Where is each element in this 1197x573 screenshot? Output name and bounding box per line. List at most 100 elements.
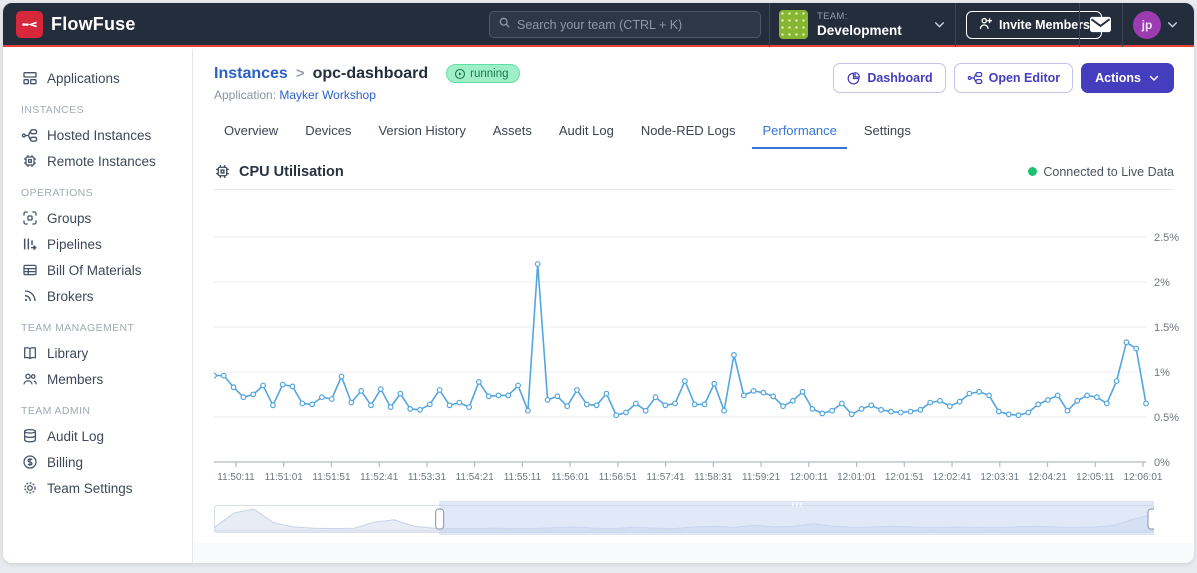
notifications-mail-icon[interactable] [1089, 14, 1112, 40]
chevron-down-icon[interactable] [1166, 18, 1179, 36]
sidebar-item-remote-instances[interactable]: Remote Instances [21, 148, 192, 174]
sidebar-item-groups[interactable]: Groups [21, 205, 192, 231]
status-badge: running [446, 64, 520, 83]
sidebar-section-team-admin: TEAM ADMIN [21, 405, 91, 417]
team-selector[interactable]: TEAM: Development [779, 10, 902, 39]
tab-settings[interactable]: Settings [863, 123, 911, 138]
breadcrumb: Instances > opc-dashboard running [214, 64, 1174, 83]
brush-grip-icon[interactable] [791, 503, 794, 506]
instance-actions: Dashboard Open Editor Actions [833, 63, 1174, 93]
remote-instances-icon [21, 153, 38, 169]
svg-text:11:57:41: 11:57:41 [647, 472, 686, 483]
cpu-section-title: CPU Utilisation [239, 163, 344, 180]
brush-grip-icon[interactable] [795, 503, 798, 506]
brush-selection[interactable] [439, 500, 1155, 536]
svg-text:11:52:41: 11:52:41 [360, 472, 399, 483]
svg-text:12:02:41: 12:02:41 [933, 472, 972, 483]
svg-text:11:53:31: 11:53:31 [408, 472, 447, 483]
sidebar-item-label: Brokers [47, 288, 94, 304]
time-range-brush[interactable] [213, 500, 1157, 540]
tab-assets[interactable]: Assets [492, 123, 532, 138]
search-icon [498, 16, 511, 34]
user-avatar[interactable]: jp [1133, 11, 1161, 39]
svg-text:1.5%: 1.5% [1154, 322, 1179, 334]
open-editor-button[interactable]: Open Editor [953, 63, 1074, 93]
brush-handle[interactable] [435, 508, 445, 530]
application-row: Application: Mayker Workshop [214, 88, 1174, 102]
svg-text:11:56:01: 11:56:01 [551, 472, 590, 483]
svg-text:11:50:11: 11:50:11 [217, 472, 255, 483]
sidebar-item-bill-of-materials[interactable]: Bill Of Materials [21, 257, 192, 283]
sidebar-item-label: Library [47, 345, 89, 361]
brush-grip-icon[interactable] [799, 503, 802, 506]
svg-text:11:59:21: 11:59:21 [742, 472, 781, 483]
hosted-instances-icon [21, 127, 38, 144]
sidebar-item-hosted-instances[interactable]: Hosted Instances [21, 122, 192, 148]
svg-text:0.5%: 0.5% [1154, 412, 1179, 424]
sidebar-item-label: Members [47, 371, 104, 387]
user-plus-icon [978, 16, 993, 34]
dashboard-button[interactable]: Dashboard [833, 63, 946, 93]
gear-icon [21, 480, 38, 496]
live-status: Connected to Live Data [1028, 165, 1174, 179]
sidebar-item-label: Bill Of Materials [47, 262, 142, 278]
svg-text:0%: 0% [1154, 457, 1170, 469]
tab-devices[interactable]: Devices [305, 123, 352, 138]
sidebar-item-applications[interactable]: Applications [21, 65, 192, 91]
svg-text:11:56:51: 11:56:51 [599, 472, 638, 483]
sidebar-item-audit-log[interactable]: Audit Log [21, 423, 192, 449]
svg-text:11:58:31: 11:58:31 [694, 472, 733, 483]
team-avatar [779, 10, 808, 39]
sidebar-item-brokers[interactable]: Brokers [21, 283, 192, 309]
cpu-chart-svg: 0% 0.5% 1% 1.5% 2% 2.5% 11:50:11 11:51:01 11:51:… [211, 232, 1179, 483]
brush-handle[interactable] [1147, 508, 1157, 530]
chevron-down-icon [1148, 72, 1160, 84]
sidebar-item-label: Team Settings [47, 480, 133, 496]
applications-icon [21, 70, 38, 86]
search-input[interactable] [517, 17, 752, 32]
app-window: FlowFuse TEAM: Development Invite Member… [3, 3, 1194, 563]
application-link[interactable]: Mayker Workshop [279, 88, 376, 102]
sidebar-section-team-management: TEAM MANAGEMENT [21, 322, 135, 334]
sidebar-item-label: Applications [47, 70, 120, 86]
svg-text:1%: 1% [1154, 367, 1170, 379]
chevron-down-icon[interactable] [933, 18, 946, 36]
sidebar: Applications INSTANCES Hosted Instances … [3, 49, 193, 563]
tab-overview[interactable]: Overview [224, 123, 279, 138]
actions-button[interactable]: Actions [1081, 63, 1174, 93]
invite-members-button[interactable]: Invite Members [966, 11, 1103, 39]
svg-text:11:51:01: 11:51:01 [265, 472, 304, 483]
sidebar-section-operations: OPERATIONS [21, 187, 94, 199]
live-dot-icon [1028, 167, 1038, 176]
tab-performance[interactable]: Performance [752, 117, 847, 149]
svg-text:11:51:51: 11:51:51 [312, 472, 351, 483]
sidebar-item-members[interactable]: Members [21, 366, 192, 392]
tab-node-red-logs[interactable]: Node-RED Logs [640, 123, 736, 138]
tab-audit-log[interactable]: Audit Log [558, 123, 614, 138]
sidebar-item-team-settings[interactable]: Team Settings [21, 475, 192, 501]
svg-text:12:00:11: 12:00:11 [790, 472, 829, 483]
bill-of-materials-icon [21, 262, 38, 278]
svg-text:12:04:21: 12:04:21 [1028, 472, 1067, 483]
page-title: opc-dashboard [312, 64, 429, 82]
pipelines-icon [21, 236, 38, 252]
breadcrumb-instances-link[interactable]: Instances [214, 64, 288, 82]
invite-members-label: Invite Members [999, 18, 1091, 32]
sidebar-item-billing[interactable]: Billing [21, 449, 192, 475]
sidebar-item-label: Hosted Instances [47, 127, 152, 143]
header-divider [1122, 3, 1123, 47]
flowfuse-logo[interactable]: FlowFuse [16, 11, 136, 38]
brokers-icon [21, 288, 38, 304]
sidebar-item-library[interactable]: Library [21, 340, 192, 366]
svg-text:11:54:21: 11:54:21 [456, 472, 495, 483]
main-content: Instances > opc-dashboard running Applic… [194, 49, 1194, 563]
tab-version-history[interactable]: Version History [378, 123, 466, 138]
header-divider [769, 3, 770, 47]
svg-text:2.5%: 2.5% [1154, 232, 1179, 244]
brush-svg[interactable] [213, 500, 1157, 536]
status-label: running [470, 67, 509, 80]
sidebar-item-pipelines[interactable]: Pipelines [21, 231, 192, 257]
breadcrumb-separator: > [295, 65, 305, 82]
team-name: Development [817, 23, 902, 38]
header-divider [1079, 3, 1080, 47]
